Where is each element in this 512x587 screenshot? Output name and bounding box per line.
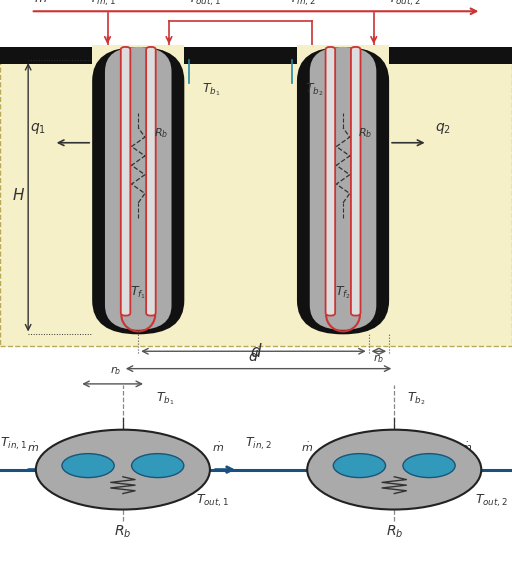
Bar (92, 45, 184, 64)
Text: $q_2$: $q_2$ (435, 122, 451, 137)
FancyBboxPatch shape (326, 47, 335, 316)
Bar (0, 47, 512, 64)
Bar (0, 56, 512, 346)
FancyBboxPatch shape (351, 47, 360, 316)
Text: $R_b$: $R_b$ (114, 524, 132, 539)
Text: $T_{out,2}$: $T_{out,2}$ (475, 492, 508, 509)
Circle shape (62, 454, 114, 478)
Circle shape (307, 430, 481, 510)
Text: $\dot{m}$: $\dot{m}$ (211, 441, 224, 454)
Text: $R_b$: $R_b$ (154, 126, 168, 140)
Text: $T_{f_1}$: $T_{f_1}$ (130, 285, 146, 301)
Text: $d$: $d$ (250, 343, 262, 361)
Text: $T_{b_1}$: $T_{b_1}$ (202, 82, 221, 99)
Text: $T_{b_1}$: $T_{b_1}$ (156, 390, 175, 407)
Text: $q_1$: $q_1$ (30, 122, 47, 137)
Text: $T_{out,2}$: $T_{out,2}$ (388, 0, 421, 8)
Text: $\dot{m}$: $\dot{m}$ (27, 441, 39, 454)
FancyBboxPatch shape (297, 47, 389, 335)
Text: $r_b$: $r_b$ (373, 352, 385, 365)
Text: $\dot{m}$: $\dot{m}$ (301, 441, 313, 454)
Text: $T_{f_2}$: $T_{f_2}$ (335, 285, 351, 301)
Bar (297, 45, 389, 64)
Text: $r_b$: $r_b$ (110, 365, 121, 377)
Text: $T_{out,1}$: $T_{out,1}$ (188, 0, 221, 8)
Text: $H$: $H$ (12, 187, 26, 203)
FancyBboxPatch shape (310, 47, 376, 330)
Text: $T_{in,2}$: $T_{in,2}$ (289, 0, 315, 8)
Text: $T_{out,1}$: $T_{out,1}$ (196, 492, 229, 509)
Text: $T_{in,2}$: $T_{in,2}$ (245, 436, 272, 453)
Text: $T_{b_2}$: $T_{b_2}$ (305, 82, 323, 99)
FancyBboxPatch shape (121, 47, 131, 316)
Text: $R_b$: $R_b$ (358, 126, 373, 140)
Text: $\dot{m}$: $\dot{m}$ (460, 441, 472, 454)
Text: $\dot{m}$: $\dot{m}$ (34, 0, 48, 6)
FancyBboxPatch shape (105, 47, 172, 330)
Circle shape (36, 430, 210, 510)
Text: $T_{b_2}$: $T_{b_2}$ (407, 390, 425, 407)
Circle shape (403, 454, 455, 478)
Circle shape (132, 454, 184, 478)
Text: $R_b$: $R_b$ (386, 524, 403, 539)
Circle shape (333, 454, 386, 478)
Text: $T_{in,1}$: $T_{in,1}$ (89, 0, 116, 8)
FancyBboxPatch shape (146, 47, 156, 316)
FancyBboxPatch shape (92, 47, 184, 335)
Text: $T_{in,1}$: $T_{in,1}$ (0, 436, 27, 453)
Text: $d$: $d$ (248, 349, 259, 365)
